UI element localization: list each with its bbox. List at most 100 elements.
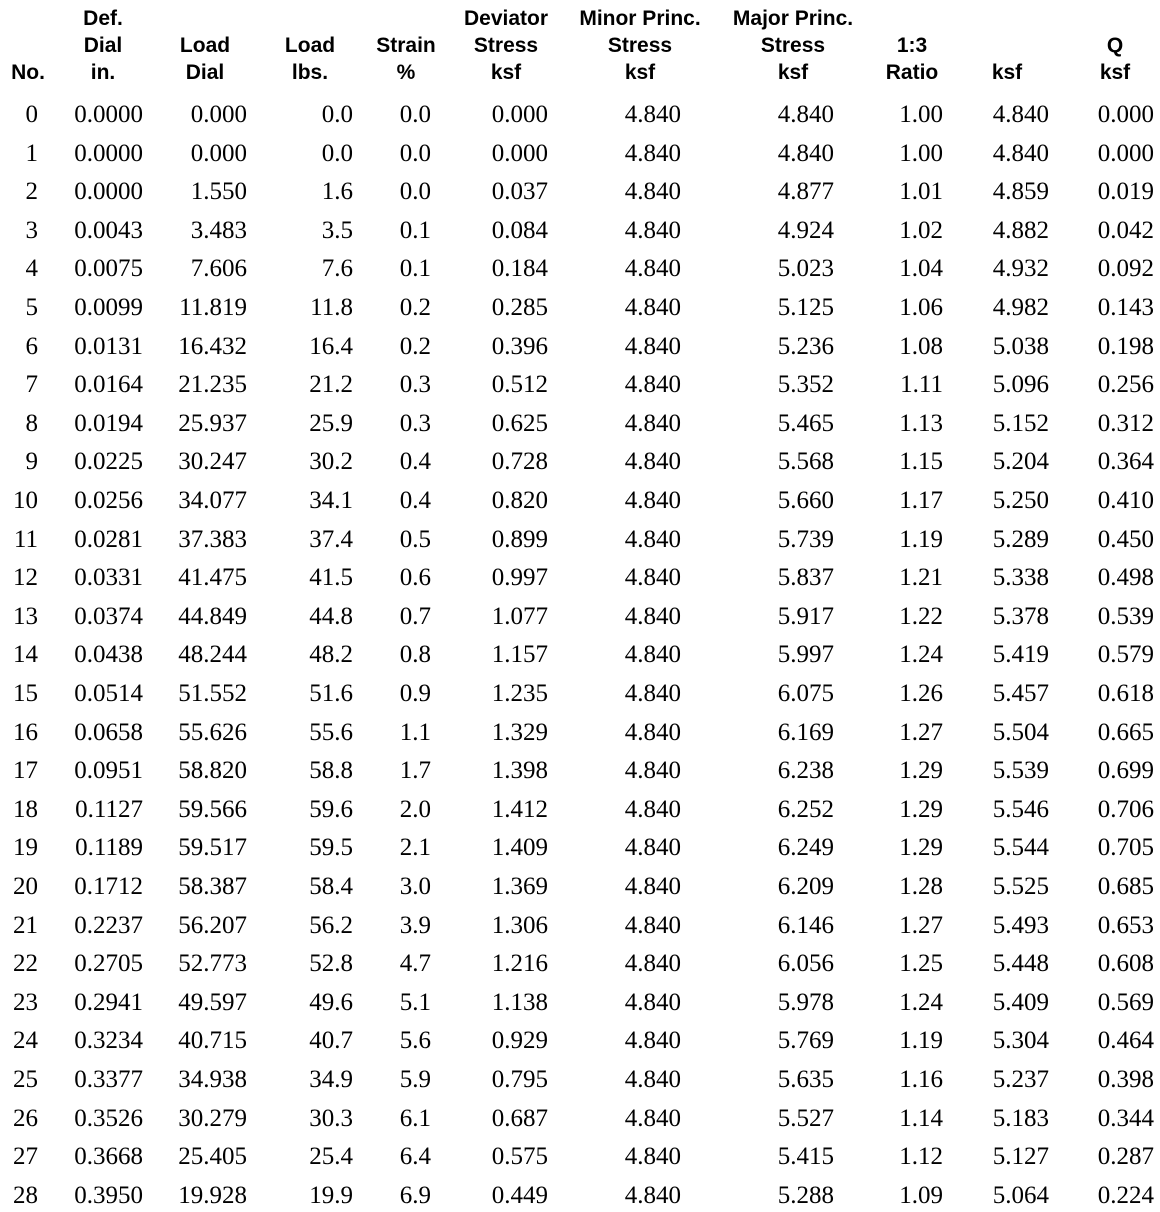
- column-header-line: in.: [90, 61, 116, 84]
- table-cell: 18: [13, 795, 38, 823]
- table-cell: 12: [13, 564, 38, 592]
- table-cell: 5.457: [992, 680, 1049, 707]
- table-cell: 0.625: [491, 409, 548, 437]
- table-cell: 4.859: [992, 178, 1049, 206]
- table-cell: 4: [25, 255, 39, 283]
- table-cell: 4.840: [624, 371, 681, 399]
- table-cell: 0.019: [1097, 178, 1154, 206]
- table-cell: 1.06: [899, 294, 943, 321]
- table-cell: 4.840: [624, 216, 681, 244]
- table-cell: 4.840: [624, 139, 681, 167]
- table-cell: 0.1712: [74, 873, 143, 900]
- table-cell: 7.6: [321, 255, 353, 283]
- table-cell: 6: [25, 332, 39, 360]
- table-cell: 5.837: [777, 564, 834, 592]
- table-cell: 0.0256: [74, 487, 143, 514]
- table-cell: 5.038: [992, 332, 1049, 360]
- table-cell: 4.840: [624, 409, 681, 437]
- table-cell: 0.9: [399, 680, 431, 707]
- table-cell: 1.157: [491, 641, 548, 669]
- table-cell: 0.3668: [74, 1143, 143, 1171]
- table-cell: 51.6: [309, 680, 353, 707]
- table-cell: 0.0000: [74, 178, 143, 206]
- table-cell: 4.840: [624, 950, 681, 978]
- table-cell: 0.569: [1097, 988, 1154, 1016]
- table-cell: 0.8: [399, 641, 431, 669]
- table-cell: 0.0099: [74, 294, 143, 321]
- table-cell: 21.235: [178, 371, 247, 399]
- table-cell: 4.840: [624, 1027, 681, 1055]
- column-header: Strain%: [376, 0, 436, 100]
- table-cell: 1.1: [399, 718, 431, 746]
- table-cell: 0.037: [491, 178, 548, 206]
- table-cell: 0.3: [399, 371, 431, 399]
- table-cell: 5.978: [777, 988, 834, 1016]
- table-cell: 1.077: [491, 602, 548, 630]
- table-cell: 5.236: [777, 332, 834, 360]
- table-cell: 3.9: [399, 911, 431, 939]
- table-cell: 2.1: [399, 834, 431, 862]
- column-header-line: Q: [1106, 34, 1124, 57]
- table-cell: 0.2237: [74, 911, 143, 939]
- table-cell: 1.22: [899, 602, 943, 630]
- table-cell: 0.0131: [74, 332, 143, 360]
- table-cell: 5.023: [777, 255, 834, 283]
- table-cell: 0.0000: [74, 101, 143, 128]
- table-cell: 48.244: [178, 641, 247, 669]
- column-header: Deviator Stress ksf: [464, 0, 548, 100]
- table-cell: 0.2: [399, 294, 431, 321]
- table-cell: 0.0225: [74, 448, 143, 476]
- table-cell: 4.840: [777, 101, 834, 128]
- table-cell: 0.092: [1097, 255, 1154, 283]
- table-cell: 9: [25, 448, 39, 476]
- table-cell: 0.000: [1097, 101, 1154, 128]
- table-cell: 58.4: [309, 873, 353, 900]
- table-cell: 4.840: [624, 602, 681, 630]
- table-cell: 0.000: [491, 101, 548, 128]
- column-header: 1:3 Ratio: [886, 0, 939, 100]
- table-cell: 0.0043: [74, 216, 143, 244]
- column-header: Def. Dial in.: [83, 0, 123, 100]
- table-cell: 5.465: [777, 409, 834, 437]
- table-cell: 0.0: [321, 101, 353, 128]
- table-cell: 5.204: [992, 448, 1049, 476]
- table-cell: 2: [25, 178, 39, 206]
- table-cell: 0.653: [1097, 911, 1154, 939]
- table-cell: 16: [13, 718, 38, 746]
- table-cell: 3.0: [399, 873, 431, 900]
- column-header: Major Princ. Stress ksf: [733, 0, 853, 100]
- table-cell: 49.6: [309, 988, 353, 1016]
- table-cell: 5.289: [992, 525, 1049, 553]
- table-cell: 19.9: [309, 1181, 353, 1209]
- table-cell: 11.819: [179, 294, 247, 321]
- table-cell: 11: [13, 525, 38, 553]
- table-cell: 0.0281: [74, 525, 143, 553]
- column-header-line: 1:3: [896, 34, 928, 57]
- table-cell: 37.383: [178, 525, 247, 553]
- table-cell: 55.6: [309, 718, 353, 746]
- column-header-line: ksf: [624, 61, 656, 84]
- table-cell: 4.840: [624, 448, 681, 476]
- table-cell: 41.475: [178, 564, 247, 592]
- table-cell: 1.306: [491, 911, 548, 939]
- column-header-line: lbs.: [291, 61, 329, 84]
- table-cell: 27: [13, 1143, 38, 1171]
- table-cell: 4.882: [992, 216, 1049, 244]
- table-cell: 1.11: [900, 371, 943, 399]
- table-cell: 0.899: [491, 525, 548, 553]
- table-cell: 34.9: [309, 1066, 353, 1093]
- table-cell: 49.597: [178, 988, 247, 1016]
- column-header-line: ksf: [991, 61, 1023, 84]
- table-cell: 1.21: [899, 564, 943, 592]
- table-cell: 0.312: [1097, 409, 1154, 437]
- table-cell: 40.715: [178, 1027, 247, 1055]
- table-cell: 0.2941: [74, 988, 143, 1016]
- table-cell: 4.840: [624, 911, 681, 939]
- column-header: Load Dial: [180, 0, 230, 100]
- table-cell: 30.3: [309, 1104, 353, 1132]
- table-cell: 30.247: [178, 448, 247, 476]
- column-header-line: Ratio: [885, 61, 939, 84]
- table-cell: 0.344: [1097, 1104, 1154, 1132]
- table-cell: 4.840: [624, 1143, 681, 1171]
- table-cell: 6.1: [399, 1104, 431, 1132]
